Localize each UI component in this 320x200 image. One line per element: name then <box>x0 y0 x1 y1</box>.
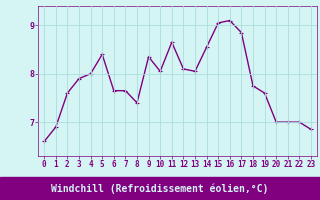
Text: Windchill (Refroidissement éolien,°C): Windchill (Refroidissement éolien,°C) <box>51 183 269 194</box>
